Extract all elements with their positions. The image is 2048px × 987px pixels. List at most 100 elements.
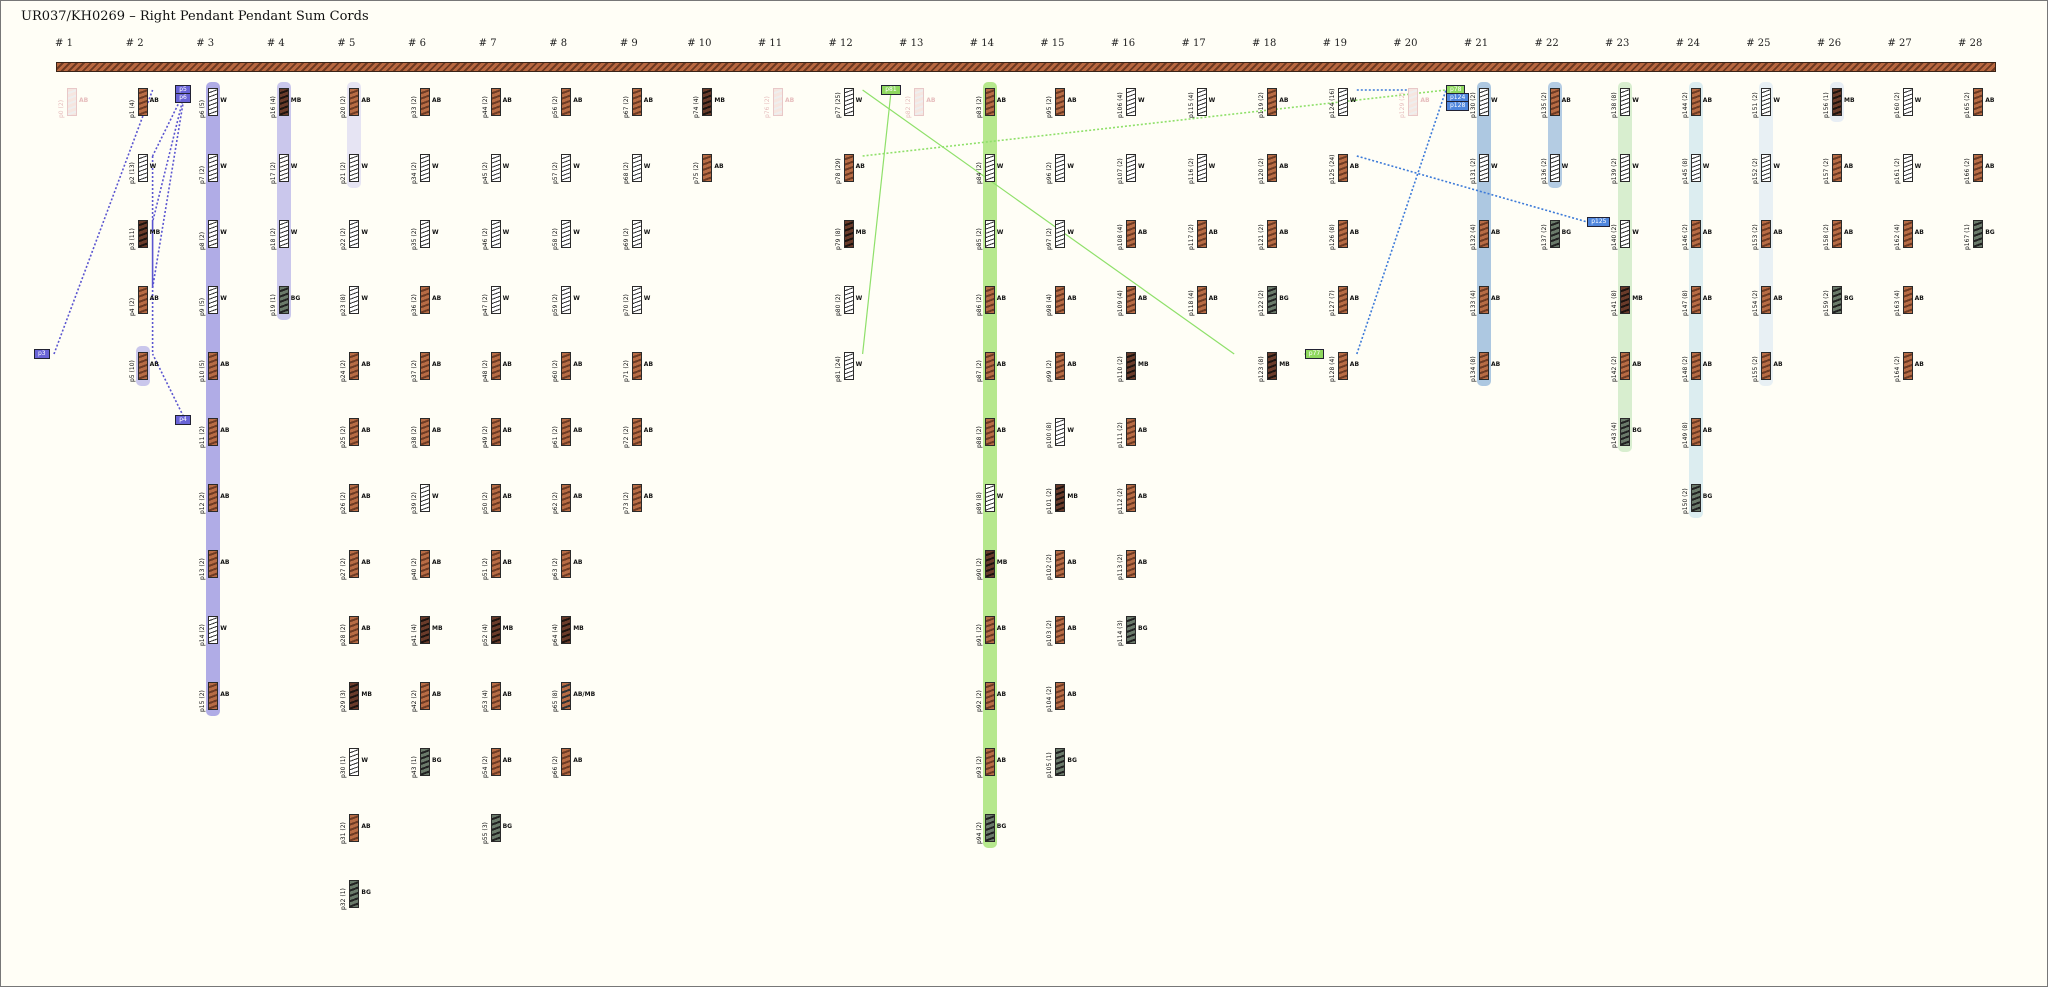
pendant-cord[interactable]: [1055, 418, 1066, 446]
pendant-cord[interactable]: [561, 286, 572, 314]
pendant-cord[interactable]: [1620, 286, 1631, 314]
pendant-cord[interactable]: [490, 550, 501, 578]
pendant-cord[interactable]: [137, 154, 148, 182]
pendant-cord[interactable]: [208, 682, 219, 710]
pendant-cord[interactable]: [1973, 220, 1984, 248]
pendant-cord[interactable]: [490, 814, 501, 842]
pendant-cord[interactable]: [1690, 484, 1701, 512]
pendant-cord[interactable]: [1690, 220, 1701, 248]
pendant-cord[interactable]: [1055, 484, 1066, 512]
pendant-cord[interactable]: [984, 814, 995, 842]
pendant-cord[interactable]: [1126, 484, 1136, 512]
pendant-cord[interactable]: [1761, 88, 1772, 116]
pendant-cord[interactable]: [1549, 220, 1560, 248]
pendant-cord[interactable]: [278, 154, 289, 182]
pendant-cord[interactable]: [984, 88, 995, 116]
pendant-cord[interactable]: [1196, 220, 1207, 248]
pendant-cord[interactable]: [1973, 88, 1984, 116]
pendant-cord[interactable]: [349, 484, 360, 512]
pendant-cord[interactable]: [208, 484, 219, 512]
pendant-cord[interactable]: [1337, 220, 1348, 248]
pendant-cord[interactable]: [1126, 550, 1136, 578]
pendant-cord[interactable]: [1620, 220, 1631, 248]
pendant-cord[interactable]: [561, 748, 572, 776]
pendant-cord[interactable]: [420, 154, 430, 182]
pendant-cord[interactable]: [984, 418, 995, 446]
pendant-cord[interactable]: [1196, 286, 1207, 314]
pendant-cord[interactable]: [843, 352, 854, 380]
pendant-cord[interactable]: [420, 220, 430, 248]
pendant-cord[interactable]: [1902, 220, 1913, 248]
pendant-cord[interactable]: [1902, 154, 1913, 182]
pendant-cord[interactable]: [984, 220, 995, 248]
pendant-cord[interactable]: [1620, 352, 1631, 380]
pendant-cord[interactable]: [1479, 220, 1489, 248]
pendant-cord[interactable]: [561, 154, 572, 182]
pendant-cord[interactable]: [1055, 352, 1066, 380]
pendant-cord[interactable]: [490, 88, 501, 116]
pendant-cord[interactable]: [349, 880, 360, 908]
pendant-cord[interactable]: [631, 220, 642, 248]
pendant-cord[interactable]: [631, 88, 642, 116]
pendant-cord[interactable]: [490, 220, 501, 248]
pendant-cord[interactable]: [1690, 154, 1701, 182]
pendant-cord[interactable]: [1479, 352, 1489, 380]
pendant-cord[interactable]: [420, 88, 430, 116]
pendant-cord[interactable]: [631, 484, 642, 512]
pendant-cord[interactable]: [208, 88, 219, 116]
pendant-cord[interactable]: [561, 484, 572, 512]
pendant-cord[interactable]: [843, 88, 854, 116]
pendant-cord[interactable]: [1055, 682, 1066, 710]
pendant-cord[interactable]: [1267, 154, 1278, 182]
pendant-cord[interactable]: [1337, 88, 1348, 116]
sum-tag[interactable]: p81: [881, 85, 901, 95]
pendant-cord[interactable]: [1620, 88, 1631, 116]
sum-tag[interactable]: p128: [1446, 101, 1470, 111]
pendant-cord[interactable]: [1479, 88, 1489, 116]
pendant-cord[interactable]: [490, 484, 501, 512]
pendant-cord[interactable]: [1055, 616, 1066, 644]
pendant-cord[interactable]: [208, 352, 219, 380]
pendant-cord[interactable]: [420, 748, 430, 776]
pendant-cord[interactable]: [1126, 418, 1136, 446]
pendant-cord[interactable]: [349, 682, 360, 710]
pendant-cord[interactable]: [984, 286, 995, 314]
pendant-cord[interactable]: [1690, 286, 1701, 314]
pendant-cord[interactable]: [1055, 550, 1066, 578]
pendant-cord[interactable]: [1761, 220, 1772, 248]
pendant-cord[interactable]: [137, 352, 148, 380]
pendant-cord[interactable]: [278, 220, 289, 248]
pendant-cord[interactable]: [1126, 352, 1136, 380]
pendant-cord[interactable]: [1549, 88, 1560, 116]
pendant-cord[interactable]: [1690, 352, 1701, 380]
pendant-cord[interactable]: [420, 682, 430, 710]
pendant-cord[interactable]: [349, 286, 360, 314]
pendant-cord[interactable]: [349, 220, 360, 248]
pendant-cord[interactable]: [984, 550, 995, 578]
pendant-cord[interactable]: [1267, 286, 1278, 314]
pendant-cord[interactable]: [1126, 88, 1136, 116]
pendant-cord[interactable]: [561, 682, 572, 710]
pendant-cord[interactable]: [1267, 220, 1278, 248]
pendant-cord[interactable]: [208, 418, 219, 446]
pendant-cord[interactable]: [349, 352, 360, 380]
pendant-cord[interactable]: [208, 550, 219, 578]
pendant-cord[interactable]: [984, 352, 995, 380]
pendant-cord[interactable]: [278, 286, 289, 314]
pendant-cord[interactable]: [420, 484, 430, 512]
pendant-cord[interactable]: [420, 550, 430, 578]
pendant-cord[interactable]: [349, 814, 360, 842]
pendant-cord[interactable]: [349, 418, 360, 446]
pendant-cord[interactable]: [1832, 88, 1842, 116]
pendant-cord[interactable]: [702, 154, 713, 182]
pendant-cord[interactable]: [984, 154, 995, 182]
pendant-cord[interactable]: [1267, 352, 1278, 380]
pendant-cord[interactable]: [1337, 352, 1348, 380]
pendant-cord[interactable]: [1126, 286, 1136, 314]
pendant-cord[interactable]: [1479, 154, 1489, 182]
pendant-cord[interactable]: [773, 88, 783, 116]
pendant-cord[interactable]: [490, 616, 501, 644]
pendant-cord[interactable]: [561, 220, 572, 248]
pendant-cord[interactable]: [1549, 154, 1560, 182]
pendant-cord[interactable]: [137, 88, 148, 116]
